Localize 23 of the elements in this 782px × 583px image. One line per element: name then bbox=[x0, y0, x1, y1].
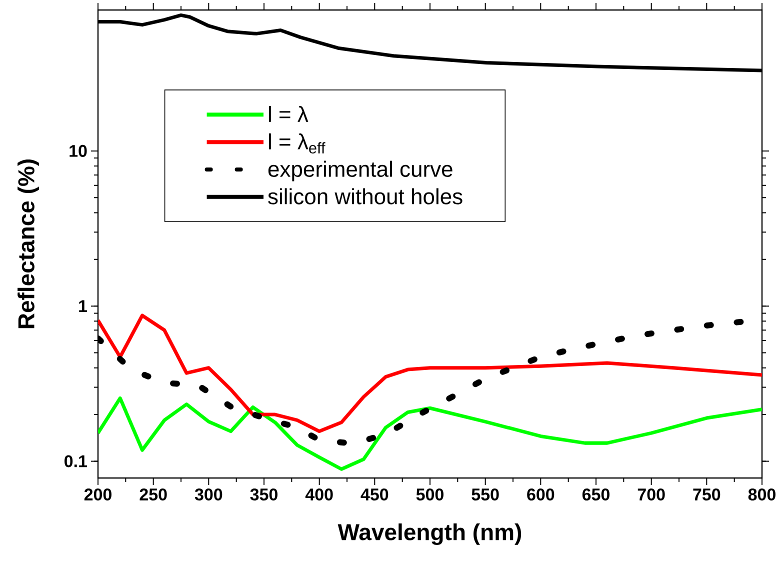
x-tick-label: 700 bbox=[638, 488, 665, 501]
x-tick-label: 450 bbox=[360, 488, 388, 501]
y-tick-label: 1 bbox=[79, 300, 88, 312]
x-tick-label: 500 bbox=[416, 488, 444, 501]
legend-label: silicon without holes bbox=[268, 188, 462, 204]
x-tick-label: 750 bbox=[693, 488, 720, 501]
x-tick-label: 550 bbox=[472, 488, 499, 501]
x-tick-label: 800 bbox=[748, 488, 776, 501]
legend-label: l = λ$_{eff}$ bbox=[268, 133, 326, 154]
x-tick-label: 650 bbox=[582, 488, 610, 501]
y-axis-title: Reflectance (%) bbox=[18, 160, 39, 328]
x-axis-title: Wavelength (nm) bbox=[338, 523, 522, 545]
y-tick-label: 0.1 bbox=[64, 455, 88, 468]
legend-label: experimental curve bbox=[268, 160, 452, 182]
x-tick-label: 200 bbox=[84, 488, 112, 501]
line-series bbox=[98, 396, 762, 471]
x-tick-label: 350 bbox=[250, 488, 278, 501]
x-tick-label: 250 bbox=[140, 488, 167, 501]
x-tick-label: 300 bbox=[194, 488, 222, 501]
y-tick-label: 10 bbox=[70, 144, 87, 157]
x-tick-label: 600 bbox=[527, 488, 554, 501]
legend-label: l = λ bbox=[268, 106, 308, 122]
x-tick-label: 400 bbox=[305, 488, 333, 501]
